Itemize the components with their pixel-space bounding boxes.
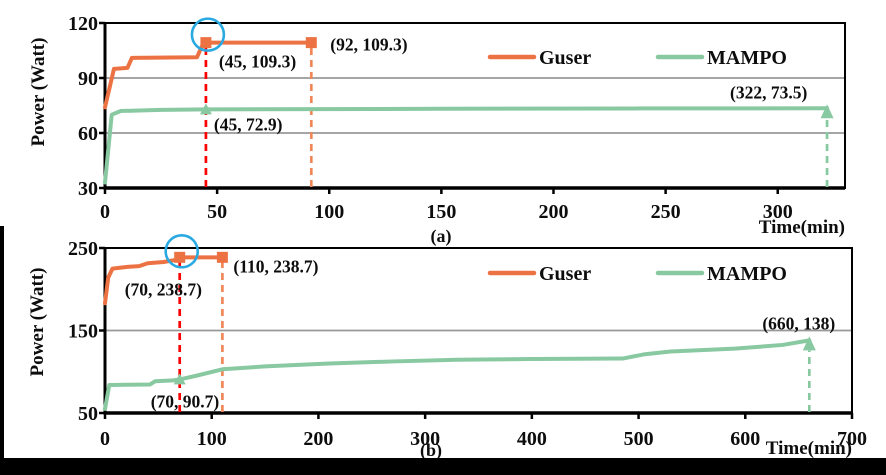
series-mampo-a xyxy=(103,106,830,185)
x-tick-label: 250 xyxy=(651,201,681,223)
marker-square xyxy=(305,37,317,49)
left-border-bar xyxy=(0,226,4,458)
annotation-text: (70, 90.7) xyxy=(151,391,220,411)
x-axis-title-a: Time(min) xyxy=(759,217,845,238)
y-tick-label: 90 xyxy=(78,68,98,90)
highlight-circle-a xyxy=(190,17,226,52)
legend-label-guser: Guser xyxy=(539,263,591,285)
x-tick-label: 700 xyxy=(837,428,867,450)
annotation-text: (660, 138) xyxy=(762,313,835,333)
x-axis-title-b: Time(min) xyxy=(766,438,852,459)
x-tick-label: 100 xyxy=(314,201,344,223)
annotation-text: (92, 109.3) xyxy=(330,35,407,55)
guide-arrowhead-b xyxy=(802,336,816,351)
x-tick-label: 200 xyxy=(538,201,568,223)
y-tick-label: 30 xyxy=(78,178,98,200)
highlight-circle-b xyxy=(164,234,199,269)
x-tick-label: 200 xyxy=(303,428,333,450)
y-axis-title-b: Power (Watt) xyxy=(27,268,48,377)
y-axis-title-a: Power (Watt) xyxy=(28,38,49,147)
legend-label-guser: Guser xyxy=(539,47,591,69)
marker-triangle xyxy=(199,103,212,115)
x-tick-label: 0 xyxy=(100,201,110,223)
legend-label-mampo: MAMPO xyxy=(707,263,787,285)
marker-triangle xyxy=(173,373,186,385)
y-tick-label: 60 xyxy=(78,123,98,145)
annotation-text: (45, 72.9) xyxy=(214,114,283,134)
x-tick-label: 50 xyxy=(207,201,227,223)
guide-arrowhead-a xyxy=(820,104,834,119)
bottom-border-bar xyxy=(0,458,886,475)
x-tick-label: 400 xyxy=(517,428,547,450)
marker-square xyxy=(174,251,186,263)
y-tick-label: 150 xyxy=(68,321,98,343)
x-tick-label: 300 xyxy=(763,201,793,223)
annotation-text: (70, 238.7) xyxy=(125,279,202,299)
x-tick-label: 500 xyxy=(624,428,654,450)
y-tick-label: 250 xyxy=(68,238,98,260)
caption-b: (b) xyxy=(420,440,442,461)
x-tick-label: 600 xyxy=(730,428,760,450)
y-tick-label: 50 xyxy=(78,403,98,425)
legend-label-mampo: MAMPO xyxy=(707,47,787,69)
marker-square xyxy=(216,251,228,263)
annotation-text: (110, 238.7) xyxy=(233,256,318,276)
marker-square xyxy=(200,37,212,49)
annotation-text: (322, 73.5) xyxy=(730,82,807,102)
x-tick-label: 0 xyxy=(100,428,110,450)
x-tick-label: 300 xyxy=(410,428,440,450)
caption-a: (a) xyxy=(431,226,452,247)
annotation-text: (45, 109.3) xyxy=(219,52,296,72)
series-mampo-b xyxy=(103,338,812,411)
y-tick-label: 120 xyxy=(68,13,98,35)
x-tick-label: 100 xyxy=(197,428,227,450)
x-tick-label: 150 xyxy=(426,201,456,223)
